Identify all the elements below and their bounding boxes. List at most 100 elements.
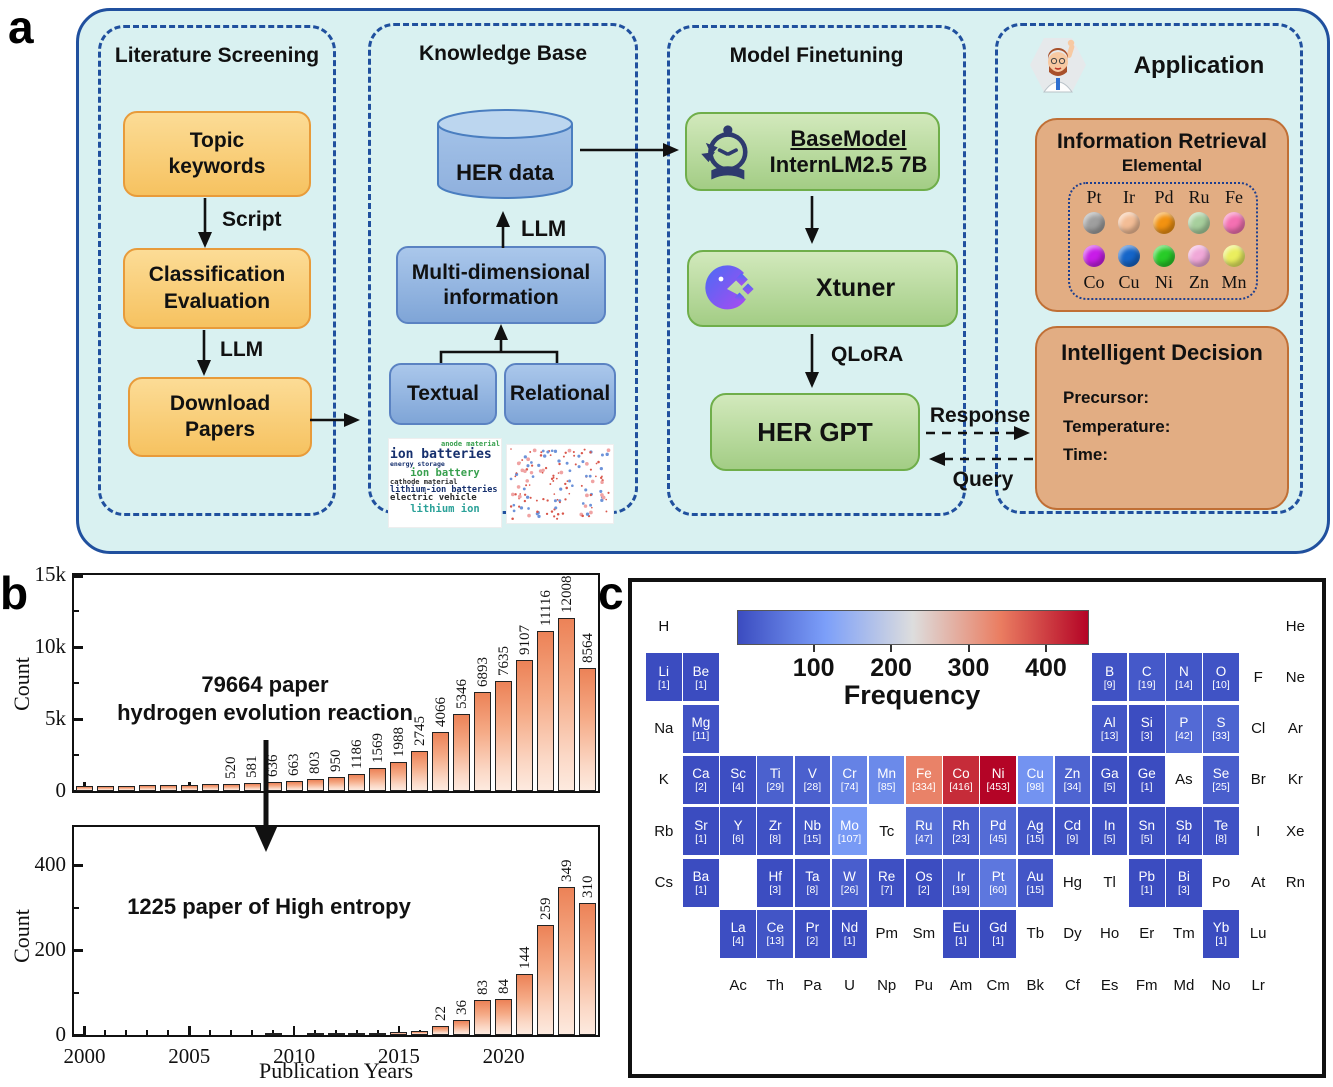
network-node (577, 465, 581, 469)
element-frequency: [34] (1063, 781, 1082, 794)
network-node (589, 510, 593, 515)
element-cell: At (1251, 874, 1266, 891)
element-cell: Rn (1285, 874, 1305, 891)
element-symbol: B (1105, 663, 1115, 679)
network-node (553, 515, 556, 518)
element-cell: I (1256, 822, 1261, 840)
information-retrieval-card: Information Retrieval Elemental Pt Ir Pd Ru… (1035, 118, 1289, 312)
bar-value-label: 1988 (390, 727, 407, 758)
element-cell: Br (1250, 771, 1266, 789)
network-node (519, 506, 524, 510)
element-symbol: P (1179, 715, 1189, 731)
element-symbol: Os (915, 869, 933, 884)
colorbar (737, 610, 1089, 645)
y-tick-label: 5k (45, 706, 66, 730)
bar (558, 886, 576, 1035)
x-tick (188, 1026, 191, 1035)
bar-value-label: 144 (516, 946, 533, 969)
wordcloud-word: ion battery (410, 467, 480, 479)
bar (222, 783, 240, 791)
network-node (565, 461, 569, 465)
network-node (536, 510, 539, 514)
element-cell: Po (1211, 874, 1231, 891)
element-symbol: Gd (989, 920, 1008, 936)
bar (180, 784, 198, 791)
element-frequency: [85] (877, 781, 896, 794)
x-minor-tick (314, 1030, 317, 1035)
element-frequency: [13] (1100, 730, 1119, 743)
network-node (595, 475, 597, 478)
network-node (550, 477, 554, 481)
element-symbol: La (730, 920, 746, 936)
network-node (591, 506, 593, 509)
bar-value-label: 803 (307, 751, 324, 775)
bar (411, 751, 429, 791)
element-cell: Am (949, 976, 973, 994)
network-node (599, 466, 603, 471)
element-symbol: Al (1103, 715, 1116, 731)
network-node (567, 448, 572, 453)
element-cell: Bi [3] (1166, 858, 1202, 907)
element-symbol: Pt (991, 869, 1005, 884)
x-minor-tick (355, 1030, 358, 1035)
network-node (556, 512, 560, 516)
element-frequency: [9] (1103, 678, 1116, 691)
bar (159, 785, 177, 791)
element-cell: B [9] (1091, 653, 1128, 702)
element-cell: Ir [19] (943, 858, 979, 907)
element-sphere-co (1083, 245, 1105, 267)
element-frequency: [107] (837, 832, 862, 845)
y-tick (74, 717, 83, 721)
network-node (600, 480, 604, 485)
doctor-icon (1030, 38, 1086, 93)
network-node (528, 484, 531, 486)
element-symbol: Ta (805, 869, 820, 884)
element-symbol: Rh (952, 817, 970, 833)
network-node (585, 493, 589, 498)
x-tick-label: 2010 (273, 1044, 316, 1068)
element-label: Ni (1155, 272, 1173, 292)
element-symbol: Y (733, 817, 743, 833)
element-symbol: Te (1213, 817, 1229, 833)
x-tick-label: 2005 (168, 1044, 211, 1068)
bar-value-label: 636 (265, 754, 282, 777)
element-symbol: V (807, 766, 817, 782)
network-node (525, 495, 530, 499)
y-tick (74, 863, 83, 867)
bar (327, 1033, 345, 1035)
network-node (525, 479, 529, 483)
element-cell: Lu (1249, 925, 1267, 943)
network-node (509, 505, 513, 508)
element-frequency: [453] (986, 781, 1010, 794)
bar (306, 779, 324, 791)
element-symbol: Mo (840, 817, 859, 833)
x-tick-label: 2020 (482, 1044, 525, 1068)
element-cell: Tl (1103, 874, 1116, 891)
element-frequency: [8] (1215, 832, 1227, 845)
network-node (607, 491, 610, 494)
element-frequency: [9] (1066, 832, 1079, 845)
element-symbol: Nb (803, 817, 822, 833)
bar-value-label: 11116 (537, 590, 554, 626)
element-symbol: Cu (1026, 766, 1044, 782)
network-node (529, 451, 532, 453)
colorbar-tick-label: 100 (792, 654, 835, 682)
y-tick (74, 1033, 83, 1037)
bar (75, 786, 93, 791)
network-node (568, 469, 572, 473)
network-node (557, 472, 560, 474)
element-cell: Sr [1] (683, 807, 719, 856)
network-node (511, 517, 514, 521)
network-node (558, 501, 561, 504)
element-symbol: Hf (768, 869, 782, 884)
network-node (517, 494, 522, 499)
element-symbol: Sn (1138, 817, 1155, 833)
bar (432, 732, 450, 791)
network-node (539, 454, 543, 457)
colorbar-tick (812, 645, 815, 652)
network-node (552, 480, 555, 482)
her-data-database: HER data (430, 108, 580, 202)
y-axis-title-top: Count (9, 657, 34, 711)
bar (558, 618, 576, 791)
element-cell: Cm (986, 976, 1010, 994)
